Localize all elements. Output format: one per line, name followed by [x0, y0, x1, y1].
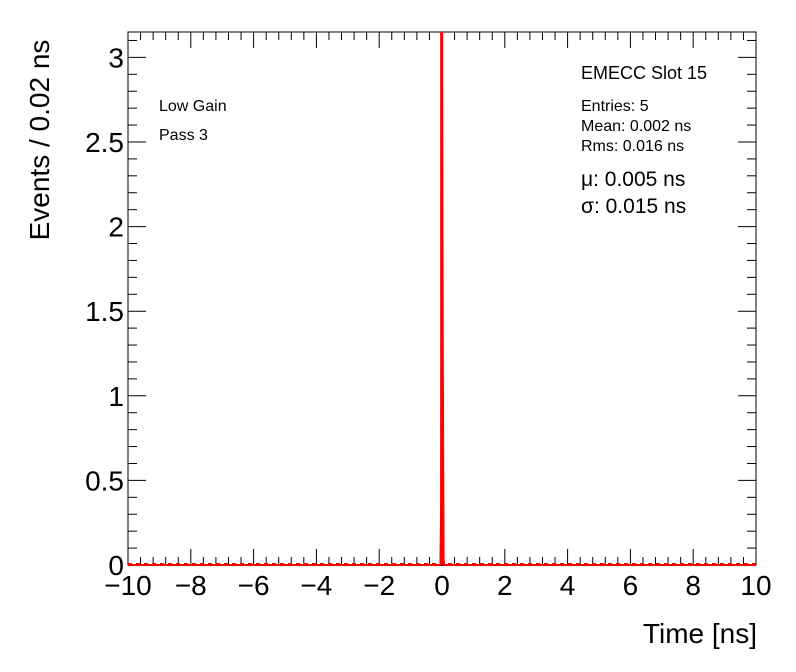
histogram-title: EMECC Slot 15: [581, 63, 708, 83]
x-tick-label: −4: [300, 570, 332, 601]
gain-label: Low Gain: [159, 98, 227, 115]
fit-sigma-label: σ: 0.015 ns: [581, 195, 687, 218]
pass-label: Pass 3: [159, 127, 208, 144]
x-tick-label: −2: [363, 570, 395, 601]
rms-label: Rms: 0.016 ns: [581, 138, 685, 155]
y-tick-label: 2.5: [85, 127, 124, 158]
y-tick-label: 1.5: [85, 296, 124, 327]
x-tick-label: −6: [238, 570, 270, 601]
x-tick-label: 0: [434, 570, 450, 601]
y-tick-label: 0.5: [85, 465, 124, 496]
x-tick-label: −10: [104, 570, 152, 601]
x-tick-label: −8: [175, 570, 207, 601]
y-tick-label: 1: [108, 381, 124, 412]
entries-label: Entries: 5: [581, 98, 649, 115]
x-tick-label: 4: [560, 570, 576, 601]
x-tick-label: 10: [740, 570, 771, 601]
x-tick-label: 6: [623, 570, 639, 601]
x-axis-label: Time [ns]: [642, 618, 757, 649]
y-tick-label: 2: [108, 212, 124, 243]
mean-label: Mean: 0.002 ns: [581, 118, 692, 135]
fit-mu-label: μ: 0.005 ns: [581, 168, 686, 191]
y-tick-label: 0: [108, 550, 124, 581]
y-tick-label: 3: [108, 42, 124, 73]
y-axis-label: Events / 0.02 ns: [24, 39, 55, 241]
x-tick-label: 2: [497, 570, 513, 601]
x-tick-label: 8: [685, 570, 701, 601]
